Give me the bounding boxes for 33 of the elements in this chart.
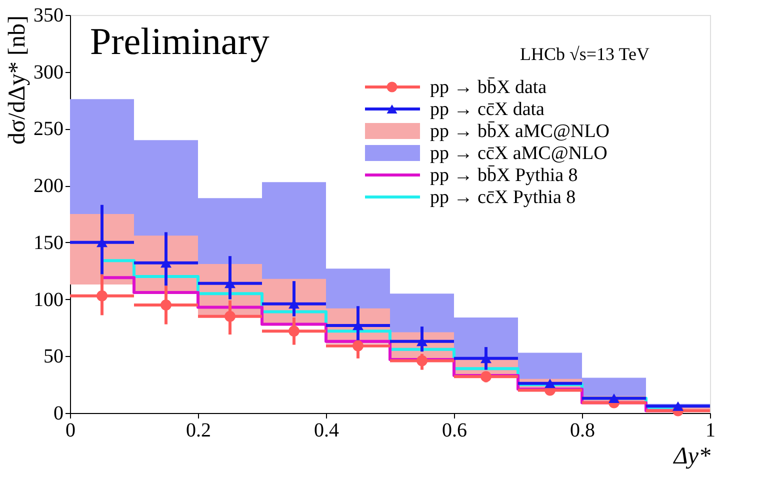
point: [416, 355, 428, 366]
point: [288, 326, 300, 337]
point: [480, 371, 492, 382]
point: [672, 401, 684, 411]
x-axis-title: Δy*: [672, 444, 710, 470]
point: [96, 290, 108, 302]
legend-label: pp → bb̄X aMC@NLO: [430, 120, 610, 142]
point: [224, 310, 236, 322]
y-tick-label: 250: [34, 118, 64, 140]
x-tick-label: 0.6: [442, 420, 467, 442]
y-axis-title: dσ/dΔy* [nb]: [4, 16, 30, 145]
legend-label: pp → bb̄X data: [430, 76, 548, 98]
y-tick-label: 200: [34, 175, 64, 198]
y-tick-label: 100: [34, 288, 64, 311]
point: [160, 300, 172, 310]
x-tick-label: 1: [706, 420, 716, 442]
y-tick-label: 50: [44, 346, 64, 368]
x-tick-label: 0.4: [314, 420, 339, 442]
point: [352, 340, 364, 352]
y-tick-label: 0: [54, 402, 64, 424]
x-tick-label: 0.2: [186, 420, 211, 442]
legend-label: pp → cc̄X data: [430, 99, 546, 120]
legend-label: pp → cc̄X Pythia 8: [430, 187, 576, 208]
y-tick-label: 300: [34, 61, 64, 84]
point: [608, 393, 620, 403]
point: [544, 378, 556, 388]
annotation: Preliminary: [90, 21, 270, 63]
y-tick-label: 350: [34, 4, 64, 26]
x-tick-label: 0.8: [570, 420, 595, 442]
legend-label: pp → bb̄X Pythia 8: [430, 164, 578, 186]
y-tick-label: 150: [34, 232, 64, 254]
annotation: LHCb √s=13 TeV: [520, 44, 650, 64]
legend-label: pp → cc̄X aMC@NLO: [430, 143, 608, 164]
